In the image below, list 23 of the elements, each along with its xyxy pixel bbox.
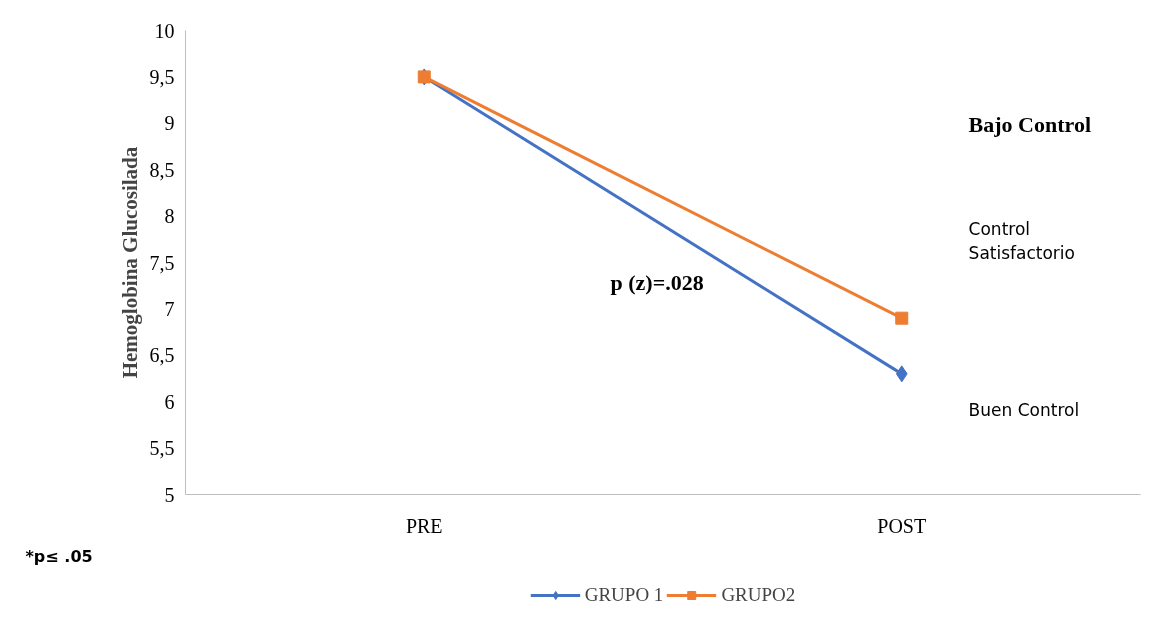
y-tick-label: 7,5	[149, 251, 175, 274]
point	[895, 365, 908, 383]
y-tick-label: 9,5	[149, 65, 175, 88]
y-tick-label: 8,5	[149, 158, 175, 181]
annotation: Buen Control	[968, 400, 1080, 421]
legend-label: GRUPO2	[721, 584, 796, 606]
y-tick-label: 10	[154, 19, 175, 42]
y-tick-label: 5,5	[149, 437, 175, 460]
text: *p≤ .05	[25, 546, 93, 566]
annotation: Bajo Control	[968, 112, 1092, 138]
annotation: Control Satisfactorio	[968, 218, 1075, 263]
y-tick-label: 6,5	[149, 344, 175, 367]
annotation: p (z)=.028	[610, 269, 704, 295]
y-tick-label: 8	[164, 205, 175, 228]
legend-label: GRUPO 1	[584, 584, 664, 606]
y-tick-label: 9	[164, 112, 175, 135]
y-tick-label: 7	[164, 297, 175, 320]
y-tick-label: 5	[164, 483, 175, 506]
y-axis-title: Hemoglobina Glucosilada	[117, 146, 142, 379]
x-tick-label: POST	[877, 514, 927, 537]
y-tick-label: 6	[164, 390, 175, 413]
x-tick-label: PRE	[405, 514, 443, 537]
point	[895, 311, 909, 325]
